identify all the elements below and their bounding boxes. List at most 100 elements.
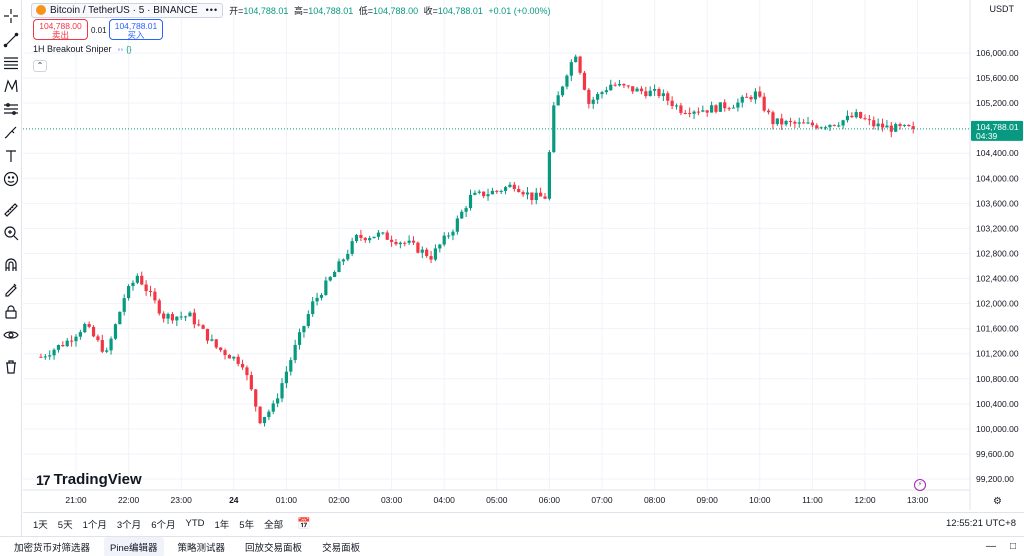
tradingview-logo-text: TradingView [53, 471, 142, 488]
candle-body [766, 110, 771, 113]
maximize-panel-icon[interactable]: □ [1009, 541, 1016, 552]
candle-body [530, 192, 534, 201]
candle-body [354, 234, 359, 242]
range-1d[interactable]: 1天 [33, 519, 48, 531]
range-all[interactable]: 全部 [264, 519, 284, 531]
candle-body [617, 83, 622, 86]
eye-icon[interactable] [1, 325, 21, 345]
price-axis-label: 102,800.00 [976, 248, 1019, 258]
candle-body [61, 345, 65, 347]
candle-body [411, 240, 416, 243]
drawing-toolbar [0, 0, 22, 536]
clock-timezone[interactable]: 12:55:21 UTC+8 [946, 518, 1016, 529]
lock-drawing-icon[interactable] [1, 279, 21, 299]
candle-body [823, 127, 828, 129]
candle-body [626, 85, 630, 87]
tab-trading-panel[interactable]: 交易面板 [322, 542, 361, 554]
buy-button[interactable]: 104,788.01 买入 [109, 19, 163, 40]
range-5d[interactable]: 5天 [57, 519, 73, 531]
price-chart[interactable]: 106,000.00 105,600.00 105,200.00 104,400.00… [23, 0, 1024, 510]
forecast-icon[interactable] [1, 99, 21, 119]
calendar-icon[interactable]: 📅 [297, 518, 311, 530]
fib-retracement-icon[interactable] [1, 53, 21, 73]
tab-strategy-tester[interactable]: 策略测试器 [177, 542, 226, 554]
range-6m[interactable]: 6个月 [151, 519, 176, 531]
current-price-badge [971, 120, 1023, 141]
candle-body [762, 96, 766, 111]
indicator-legend[interactable]: 1H Breakout Sniper ◦◦ {} [33, 44, 132, 54]
candle-body [753, 91, 758, 100]
magnet-icon[interactable] [1, 255, 21, 275]
candle-body [127, 286, 131, 299]
candle-body [219, 347, 223, 351]
candle-body [429, 256, 433, 260]
price-axis-label: 103,600.00 [976, 198, 1019, 208]
range-3m[interactable]: 3个月 [116, 519, 142, 531]
trash-icon[interactable] [1, 357, 21, 377]
indicator-visibility-icon[interactable]: ◦◦ [117, 44, 124, 54]
buy-label: 买入 [127, 30, 145, 40]
candle-body [197, 324, 201, 326]
candle-body [854, 112, 858, 118]
indicator-source-icon[interactable]: {} [126, 44, 132, 54]
more-icon[interactable]: ••• [205, 5, 219, 15]
candle-body [210, 339, 214, 341]
price-axis-label: 105,600.00 [976, 73, 1019, 83]
price-axis-label: 101,200.00 [976, 349, 1019, 359]
tab-pine-editor[interactable]: Pine编辑器 [104, 536, 164, 556]
candle-body [885, 125, 889, 128]
time-axis-label: 04:00 [434, 495, 456, 505]
minimize-panel-icon[interactable]: — [985, 541, 996, 552]
zoom-in-icon[interactable] [1, 223, 21, 243]
collapse-legend-button[interactable]: ⌃ [33, 60, 47, 72]
ruler-icon[interactable] [1, 200, 21, 220]
range-5y[interactable]: 5年 [239, 519, 255, 531]
trend-line-icon[interactable] [1, 30, 21, 50]
tab-crypto-screener[interactable]: 加密货币对筛选器 [14, 542, 91, 554]
pattern-icon[interactable] [1, 76, 21, 96]
chart-settings-icon[interactable]: ⚙ [993, 496, 1002, 507]
sell-button[interactable]: 104,788.00 卖出 [33, 19, 88, 40]
lock-icon[interactable] [1, 302, 21, 322]
text-icon[interactable] [1, 146, 21, 166]
chart-pane[interactable]: 106,000.00 105,600.00 105,200.00 104,400.00… [23, 0, 1024, 510]
candle-body [346, 253, 350, 260]
candle-body [153, 291, 157, 301]
candle-body [157, 300, 161, 314]
candle-body [810, 122, 814, 126]
sell-price: 104,788.00 [39, 21, 82, 31]
range-1y[interactable]: 1年 [214, 519, 230, 531]
range-ytd[interactable]: YTD [185, 518, 205, 529]
candle-body [118, 311, 122, 325]
currency-label[interactable]: USDT [989, 4, 1015, 14]
candle-body [39, 356, 43, 358]
candle-body [613, 84, 617, 86]
crosshair-icon[interactable] [1, 6, 21, 26]
symbol-title-box[interactable]: Bitcoin / TetherUS · 5 · BINANCE ••• [31, 2, 224, 18]
price-axis-label: 99,600.00 [976, 449, 1014, 459]
candle-body [166, 314, 170, 319]
tab-replay-trading[interactable]: 回放交易面板 [245, 542, 303, 554]
price-axis-label: 100,000.00 [976, 424, 1019, 434]
range-1m[interactable]: 1个月 [82, 519, 107, 531]
candle-body [837, 125, 841, 127]
time-axis-label: 03:00 [381, 495, 403, 505]
candle-body [850, 115, 854, 118]
emoji-icon[interactable] [1, 169, 21, 189]
candle-body [894, 124, 898, 132]
candle-body [644, 91, 648, 97]
candle-body [175, 316, 179, 321]
tradingview-logo: 17 TradingView [36, 471, 142, 488]
candle-body [591, 99, 595, 104]
candle-body [534, 192, 538, 201]
candle-body [297, 332, 302, 345]
candle-body [771, 112, 775, 125]
candle-body [83, 324, 87, 333]
brush-icon[interactable] [1, 122, 21, 142]
candle-body [503, 187, 508, 191]
candle-body [100, 340, 104, 352]
candle-body [495, 190, 499, 192]
candle-body [828, 124, 832, 128]
lightning-icon[interactable]: ⚡ [914, 479, 926, 491]
candle-body [276, 398, 280, 404]
